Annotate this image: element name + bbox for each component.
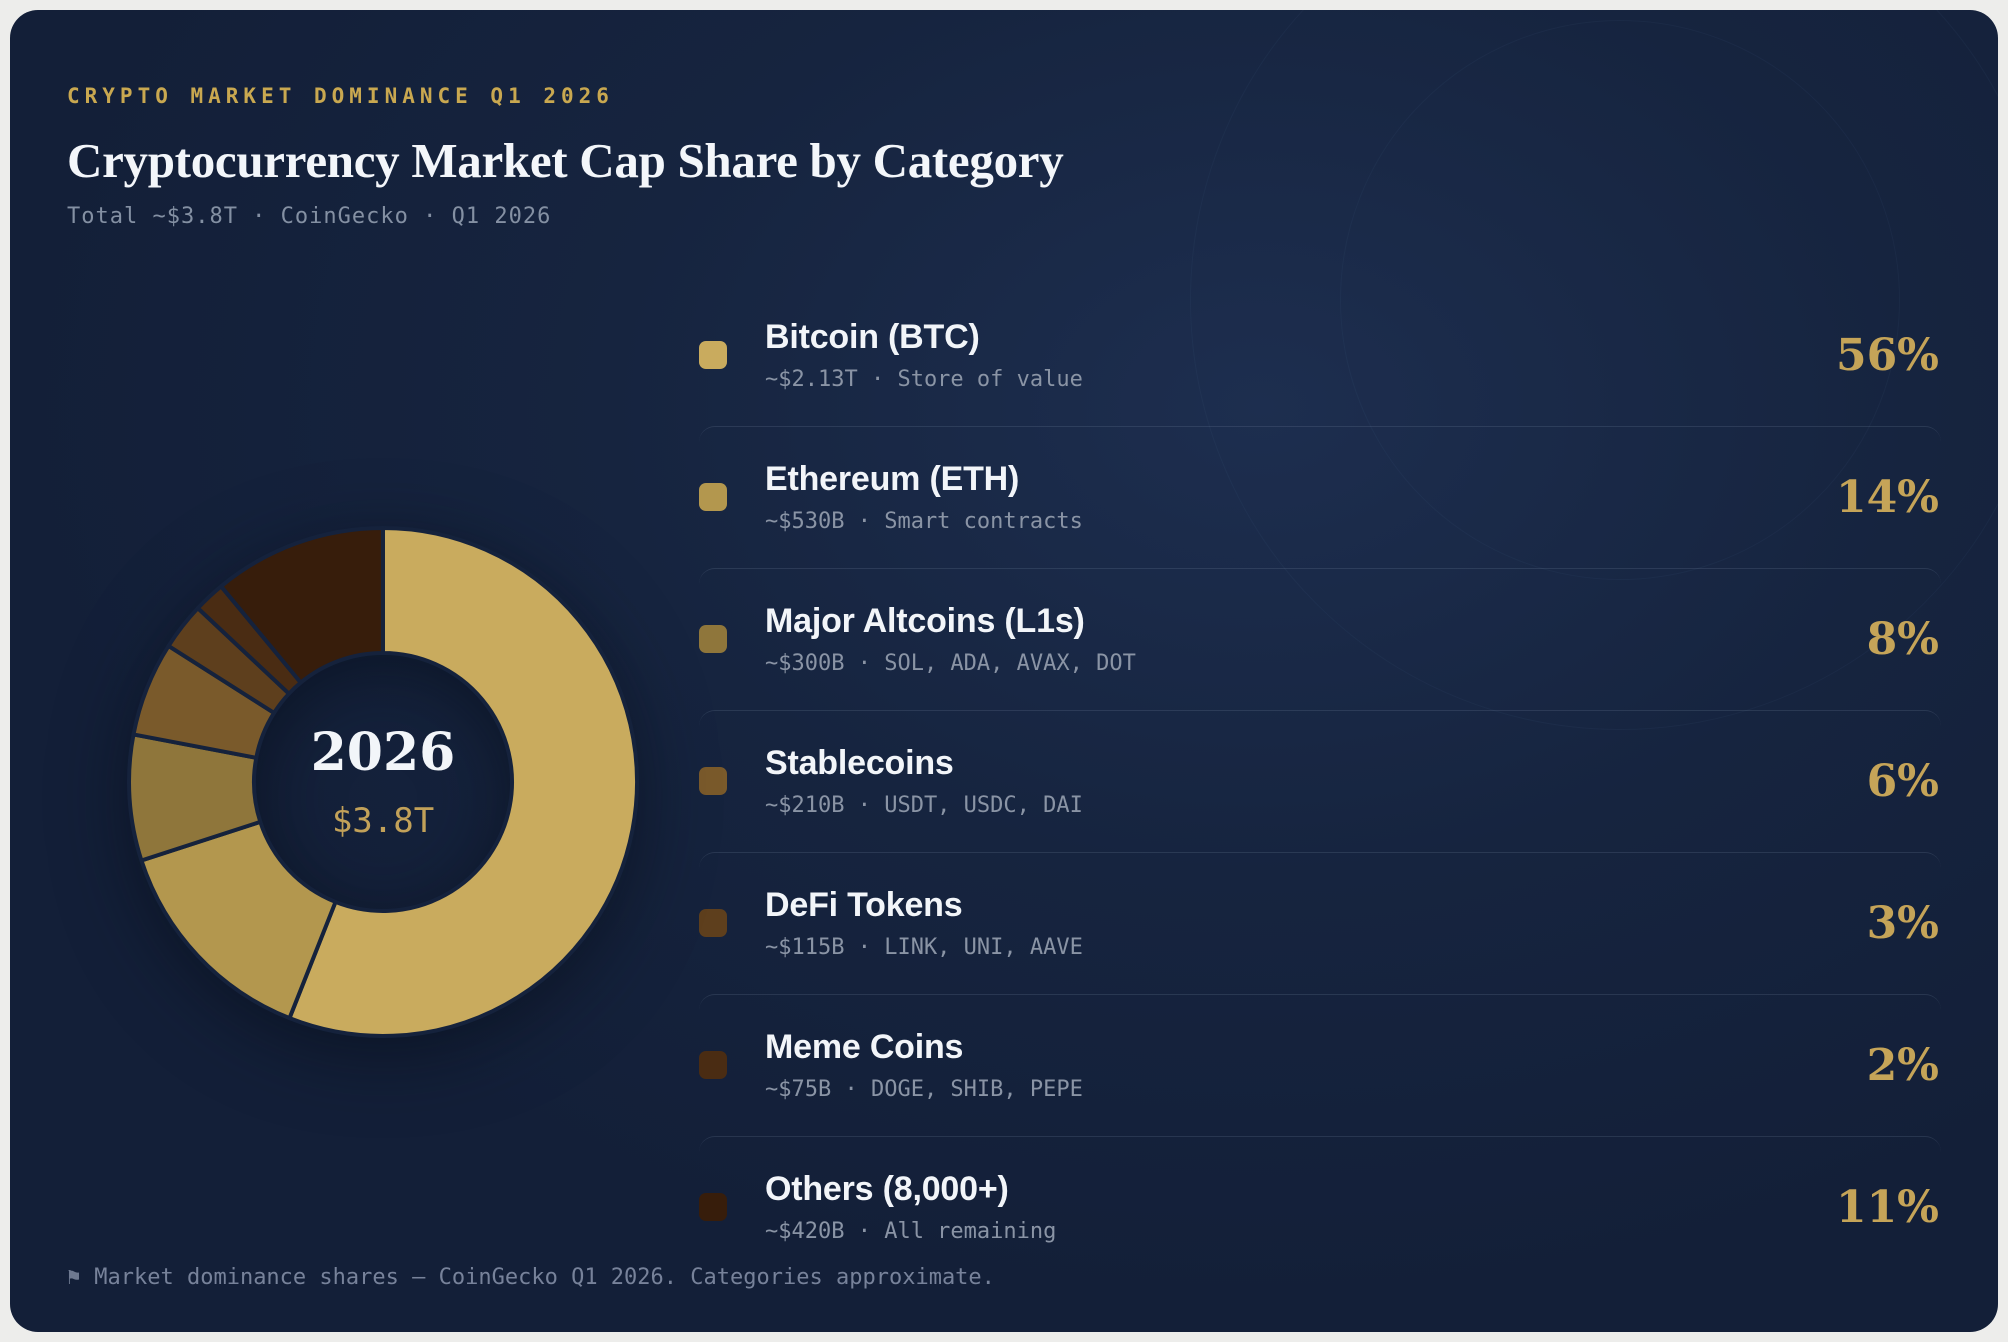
donut-chart: 2026 $3.8T xyxy=(125,524,641,1040)
legend-category-name: Others (8,000+) xyxy=(765,1170,1009,1208)
legend-percent: 3% xyxy=(1866,897,1939,949)
legend-row: Others (8,000+) ~$420B · All remaining 1… xyxy=(699,1136,1941,1278)
legend-percent: 56% xyxy=(1835,329,1939,381)
page-title: Cryptocurrency Market Cap Share by Categ… xyxy=(67,133,1064,188)
legend-swatch xyxy=(699,1193,727,1221)
legend-text: Stablecoins ~$210B · USDT, USDC, DAI xyxy=(765,744,1837,818)
infographic-card: CRYPTO MARKET DOMINANCE Q1 2026 Cryptocu… xyxy=(10,10,1998,1332)
legend-percent: 14% xyxy=(1835,471,1939,523)
legend-swatch xyxy=(699,483,727,511)
donut-center-label: 2026 $3.8T xyxy=(125,524,641,1040)
eyebrow-label: CRYPTO MARKET DOMINANCE Q1 2026 xyxy=(67,84,614,108)
donut-svg xyxy=(127,525,639,1038)
flag-icon: ⚑ xyxy=(67,1265,81,1290)
legend-category-detail: ~$75B · DOGE, SHIB, PEPE xyxy=(765,1077,1083,1102)
legend-percent: 8% xyxy=(1866,613,1939,665)
legend-category-name: Major Altcoins (L1s) xyxy=(765,602,1085,640)
legend-row: Meme Coins ~$75B · DOGE, SHIB, PEPE 2% xyxy=(699,994,1941,1136)
legend-row: Ethereum (ETH) ~$530B · Smart contracts … xyxy=(699,426,1941,568)
legend-text: Major Altcoins (L1s) ~$300B · SOL, ADA, … xyxy=(765,602,1837,676)
legend-row: Stablecoins ~$210B · USDT, USDC, DAI 6% xyxy=(699,710,1941,852)
donut-year: 2026 xyxy=(310,722,456,783)
legend-row: Major Altcoins (L1s) ~$300B · SOL, ADA, … xyxy=(699,568,1941,710)
legend-row: Bitcoin (BTC) ~$2.13T · Store of value 5… xyxy=(699,285,1941,426)
legend-category-name: Ethereum (ETH) xyxy=(765,460,1020,498)
legend-category-name: Meme Coins xyxy=(765,1028,964,1066)
legend-percent: 6% xyxy=(1866,755,1939,807)
legend-swatch xyxy=(699,909,727,937)
legend-category-detail: ~$2.13T · Store of value xyxy=(765,367,1083,392)
footnote-text: Market dominance shares — CoinGecko Q1 2… xyxy=(94,1265,995,1290)
donut-segment xyxy=(139,819,338,1020)
legend-swatch xyxy=(699,767,727,795)
legend-category-name: DeFi Tokens xyxy=(765,886,963,924)
legend-swatch xyxy=(699,1051,727,1079)
legend-category-name: Bitcoin (BTC) xyxy=(765,318,980,356)
legend-swatch xyxy=(699,625,727,653)
donut-segment xyxy=(287,525,639,1038)
footnote: ⚑ Market dominance shares — CoinGecko Q1… xyxy=(67,1265,995,1290)
legend-text: DeFi Tokens ~$115B · LINK, UNI, AAVE xyxy=(765,886,1837,960)
page-subtitle: Total ~$3.8T · CoinGecko · Q1 2026 xyxy=(67,204,552,229)
legend-text: Meme Coins ~$75B · DOGE, SHIB, PEPE xyxy=(765,1028,1837,1102)
legend-percent: 2% xyxy=(1866,1039,1939,1091)
legend-text: Others (8,000+) ~$420B · All remaining xyxy=(765,1170,1806,1244)
donut-segment xyxy=(219,525,385,685)
legend-category-detail: ~$300B · SOL, ADA, AVAX, DOT xyxy=(765,651,1136,676)
donut-total: $3.8T xyxy=(331,801,435,841)
legend-category-detail: ~$210B · USDT, USDC, DAI xyxy=(765,793,1083,818)
donut-column: 2026 $3.8T xyxy=(67,524,699,1040)
legend-text: Ethereum (ETH) ~$530B · Smart contracts xyxy=(765,460,1806,534)
legend-category-detail: ~$115B · LINK, UNI, AAVE xyxy=(765,935,1083,960)
legend-row: DeFi Tokens ~$115B · LINK, UNI, AAVE 3% xyxy=(699,852,1941,994)
chart-content: 2026 $3.8T Bitcoin (BTC) ~$2.13T · Store… xyxy=(67,285,1941,1278)
legend-list: Bitcoin (BTC) ~$2.13T · Store of value 5… xyxy=(699,285,1941,1278)
legend-category-detail: ~$420B · All remaining xyxy=(765,1219,1057,1244)
legend-category-name: Stablecoins xyxy=(765,744,954,782)
legend-text: Bitcoin (BTC) ~$2.13T · Store of value xyxy=(765,318,1806,392)
legend-category-detail: ~$530B · Smart contracts xyxy=(765,509,1083,534)
legend-percent: 11% xyxy=(1835,1181,1939,1233)
legend-swatch xyxy=(699,341,727,369)
